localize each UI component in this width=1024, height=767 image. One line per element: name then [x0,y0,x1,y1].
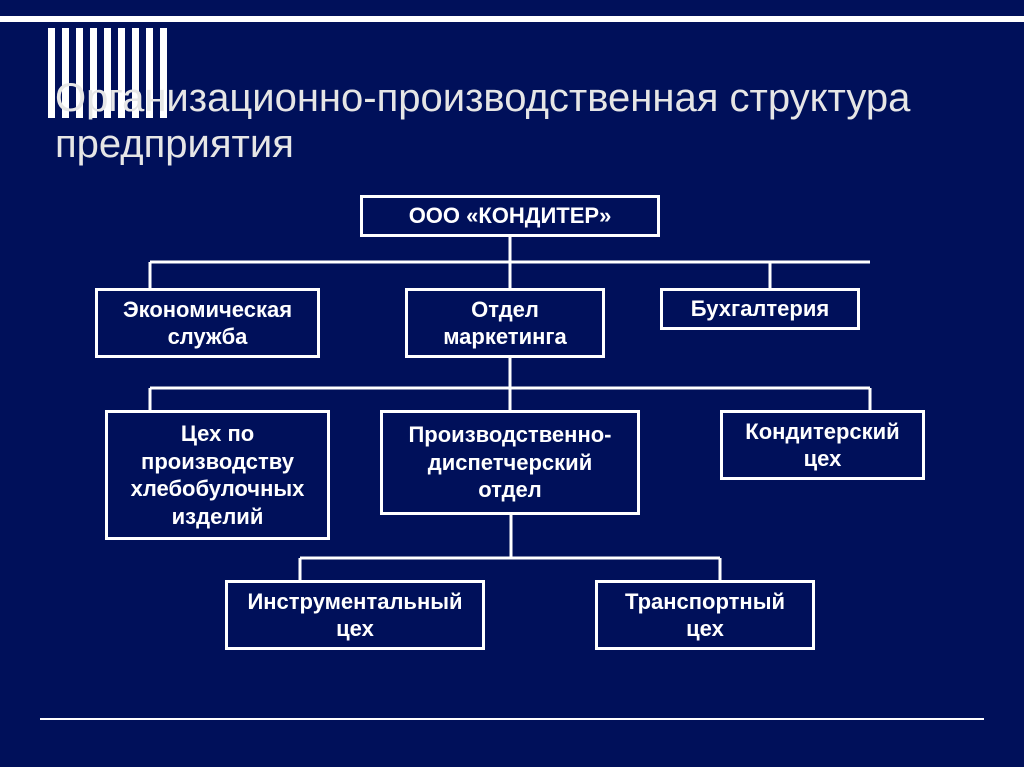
orgchart-node-bakery: Цех по производству хлебобулочных издели… [105,410,330,540]
orgchart-lines [0,0,1024,767]
footer-line [40,718,984,720]
orgchart-node-acc: Бухгалтерия [660,288,860,330]
orgchart-node-root: ООО «КОНДИТЕР» [360,195,660,237]
orgchart-node-trans: Транспортный цех [595,580,815,650]
orgchart-node-econ: Экономическая служба [95,288,320,358]
orgchart-node-cond: Кондитерский цех [720,410,925,480]
orgchart-node-mkt: Отдел маркетинга [405,288,605,358]
slide: Организационно-производственная структур… [0,0,1024,767]
orgchart-node-tool: Инструментальный цех [225,580,485,650]
orgchart-node-disp: Производственно-диспетчерский отдел [380,410,640,515]
